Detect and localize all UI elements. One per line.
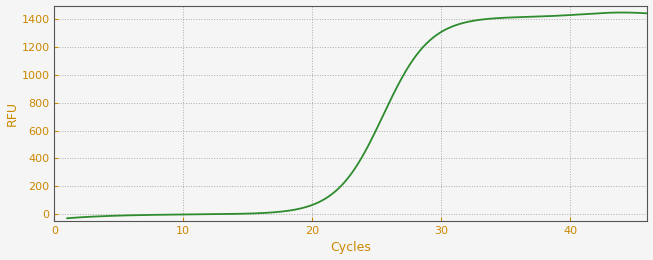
X-axis label: Cycles: Cycles <box>330 242 372 255</box>
Y-axis label: RFU: RFU <box>6 101 18 126</box>
